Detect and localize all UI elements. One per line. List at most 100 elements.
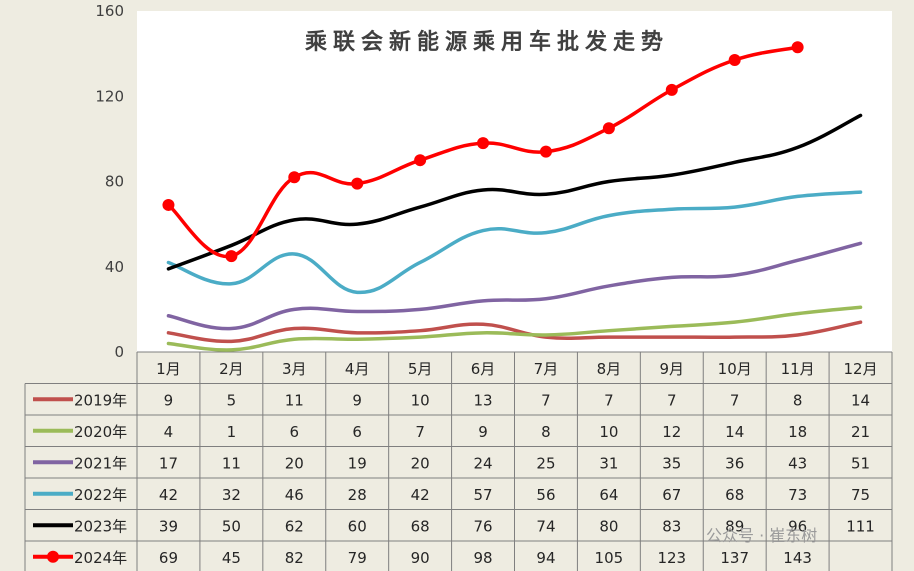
series-line-4 xyxy=(166,113,863,271)
month-label: 8月 xyxy=(597,360,622,378)
series-point xyxy=(225,250,238,263)
data-cell: 42 xyxy=(159,486,178,504)
data-cell: 20 xyxy=(411,454,430,472)
data-cell: 6 xyxy=(352,423,362,441)
data-cell: 10 xyxy=(411,391,430,409)
data-cell: 8 xyxy=(541,423,551,441)
data-cell: 7 xyxy=(541,391,551,409)
data-cell: 60 xyxy=(348,517,367,535)
data-cell: 90 xyxy=(411,549,430,567)
month-label: 12月 xyxy=(843,360,877,378)
series-point xyxy=(665,83,678,96)
data-cell: 56 xyxy=(536,486,555,504)
data-cell: 74 xyxy=(536,517,555,535)
series-lines xyxy=(162,41,863,352)
data-cell: 7 xyxy=(730,391,740,409)
series-name: 2020年 xyxy=(74,423,127,441)
data-cell: 137 xyxy=(720,549,749,567)
data-cell: 98 xyxy=(473,549,492,567)
series-line-5 xyxy=(166,45,800,259)
data-cell: 123 xyxy=(657,549,686,567)
data-cell: 68 xyxy=(725,486,744,504)
data-cell: 7 xyxy=(415,423,425,441)
series-name: 2023年 xyxy=(74,517,127,535)
month-label: 4月 xyxy=(345,360,370,378)
data-cell: 42 xyxy=(411,486,430,504)
data-cell: 9 xyxy=(164,391,174,409)
data-cell: 13 xyxy=(473,391,492,409)
data-cell: 69 xyxy=(159,549,178,567)
data-cell: 111 xyxy=(846,517,875,535)
data-cell: 76 xyxy=(473,517,492,535)
data-cell: 62 xyxy=(285,517,304,535)
data-cell: 4 xyxy=(164,423,174,441)
data-cell: 39 xyxy=(159,517,178,535)
y-tick-label: 0 xyxy=(114,343,124,361)
data-cell: 43 xyxy=(788,454,807,472)
series-point xyxy=(728,54,741,67)
data-cell: 75 xyxy=(851,486,870,504)
data-cell: 6 xyxy=(290,423,300,441)
series-point xyxy=(414,154,427,167)
series-point xyxy=(288,171,301,184)
watermark: 公众号 · 崔东树 xyxy=(706,526,817,545)
month-label: 1月 xyxy=(156,360,181,378)
data-cell: 5 xyxy=(227,391,237,409)
data-cell: 32 xyxy=(222,486,241,504)
data-cell: 8 xyxy=(793,391,803,409)
series-point xyxy=(602,122,615,135)
data-cell: 67 xyxy=(662,486,681,504)
data-cell: 51 xyxy=(851,454,870,472)
series-line-0 xyxy=(166,320,863,344)
data-cell: 64 xyxy=(599,486,618,504)
data-cell: 11 xyxy=(222,454,241,472)
data-cell: 79 xyxy=(348,549,367,567)
data-cell: 24 xyxy=(473,454,492,472)
data-table-grid xyxy=(24,351,893,571)
data-cell: 1 xyxy=(227,423,237,441)
month-label: 11月 xyxy=(781,360,815,378)
data-cell: 18 xyxy=(788,423,807,441)
month-label: 10月 xyxy=(718,360,752,378)
chart-title: 乘联会新能源乘用车批发走势 xyxy=(304,29,669,55)
data-cell: 11 xyxy=(285,391,304,409)
month-label: 3月 xyxy=(282,360,307,378)
data-cell: 7 xyxy=(604,391,614,409)
month-label: 5月 xyxy=(408,360,433,378)
data-cell: 9 xyxy=(352,391,362,409)
data-cell: 82 xyxy=(285,549,304,567)
month-label: 7月 xyxy=(534,360,559,378)
data-cell: 20 xyxy=(285,454,304,472)
series-line-2 xyxy=(166,241,863,331)
data-cell: 7 xyxy=(667,391,677,409)
y-tick-label: 160 xyxy=(95,2,124,20)
data-cell: 35 xyxy=(662,454,681,472)
series-line-1 xyxy=(166,305,863,352)
series-name: 2021年 xyxy=(74,454,127,472)
data-cell: 80 xyxy=(599,517,618,535)
data-cell: 21 xyxy=(851,423,870,441)
data-cell: 89 xyxy=(725,517,744,535)
x-axis: 1月 2月 3月 4月 5月 6月 7月 8月 9月 10月 11月 12月 xyxy=(156,360,877,378)
data-cell: 12 xyxy=(662,423,681,441)
series-name: 2019年 xyxy=(74,391,127,409)
data-cell: 36 xyxy=(725,454,744,472)
y-axis: 0 40 80 120 160 xyxy=(95,2,124,361)
data-cell: 14 xyxy=(725,423,744,441)
series-name: 2022年 xyxy=(74,486,127,504)
data-cell: 19 xyxy=(348,454,367,472)
y-tick-label: 80 xyxy=(105,173,124,191)
data-cell: 57 xyxy=(473,486,492,504)
data-cell: 94 xyxy=(536,549,555,567)
y-tick-label: 120 xyxy=(95,87,124,105)
data-cell: 50 xyxy=(222,517,241,535)
data-cell: 28 xyxy=(348,486,367,504)
legend-marker xyxy=(47,550,59,563)
data-cell: 68 xyxy=(411,517,430,535)
data-cell: 73 xyxy=(788,486,807,504)
data-cell: 143 xyxy=(783,549,812,567)
data-cell: 45 xyxy=(222,549,241,567)
